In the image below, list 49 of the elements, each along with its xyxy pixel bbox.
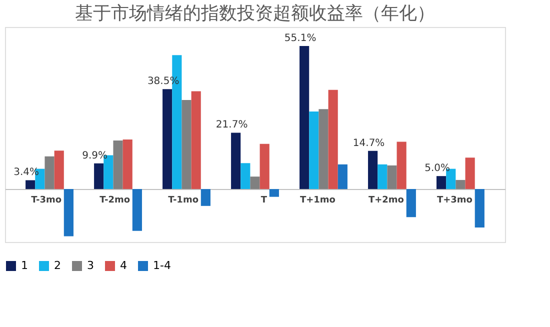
bar bbox=[132, 189, 142, 231]
bar bbox=[309, 111, 319, 190]
bar bbox=[260, 144, 270, 190]
x-tick-label: T-1mo bbox=[168, 196, 199, 206]
legend-label: 4 bbox=[120, 259, 127, 272]
chart-title: 基于市场情绪的指数投资超额收益率（年化） bbox=[75, 3, 435, 24]
legend-label: 1-4 bbox=[153, 259, 171, 272]
bar bbox=[182, 100, 192, 190]
bar bbox=[54, 150, 64, 190]
x-tick-label: T+1mo bbox=[300, 196, 336, 206]
bar bbox=[300, 46, 310, 190]
bar bbox=[231, 132, 241, 190]
bar bbox=[396, 142, 406, 190]
bar bbox=[122, 139, 132, 190]
x-tick-label: T-2mo bbox=[100, 196, 130, 206]
bar bbox=[26, 180, 36, 190]
x-tick-label: T-3mo bbox=[31, 196, 62, 206]
x-tick-label: T bbox=[260, 196, 268, 206]
bar bbox=[465, 158, 475, 190]
bar bbox=[368, 150, 378, 190]
bar bbox=[338, 164, 348, 190]
bar bbox=[191, 91, 201, 190]
bar bbox=[64, 189, 74, 236]
bar bbox=[94, 163, 104, 190]
bar bbox=[269, 189, 279, 197]
data-label: 55.1% bbox=[284, 33, 316, 44]
bar bbox=[162, 89, 172, 190]
bar bbox=[44, 156, 54, 190]
bar bbox=[406, 189, 416, 218]
bar bbox=[456, 180, 466, 190]
data-label: 14.7% bbox=[352, 138, 385, 149]
bar bbox=[113, 140, 123, 190]
data-label: 21.7% bbox=[216, 120, 248, 131]
legend-label: 1 bbox=[21, 259, 28, 272]
x-tick-label: T+3mo bbox=[436, 196, 472, 206]
data-label: 5.0% bbox=[424, 163, 450, 174]
bar bbox=[328, 90, 338, 190]
bar bbox=[436, 176, 446, 190]
legend-label: 3 bbox=[87, 259, 94, 272]
legend-label: 2 bbox=[54, 259, 61, 272]
x-tick-label: T+2mo bbox=[368, 196, 404, 206]
bar bbox=[474, 189, 484, 228]
bar bbox=[250, 176, 260, 190]
data-label: 9.9% bbox=[82, 150, 108, 162]
bar bbox=[240, 163, 250, 190]
bar bbox=[200, 189, 210, 206]
bar bbox=[318, 109, 328, 190]
bar bbox=[387, 165, 397, 190]
bar bbox=[378, 164, 388, 190]
